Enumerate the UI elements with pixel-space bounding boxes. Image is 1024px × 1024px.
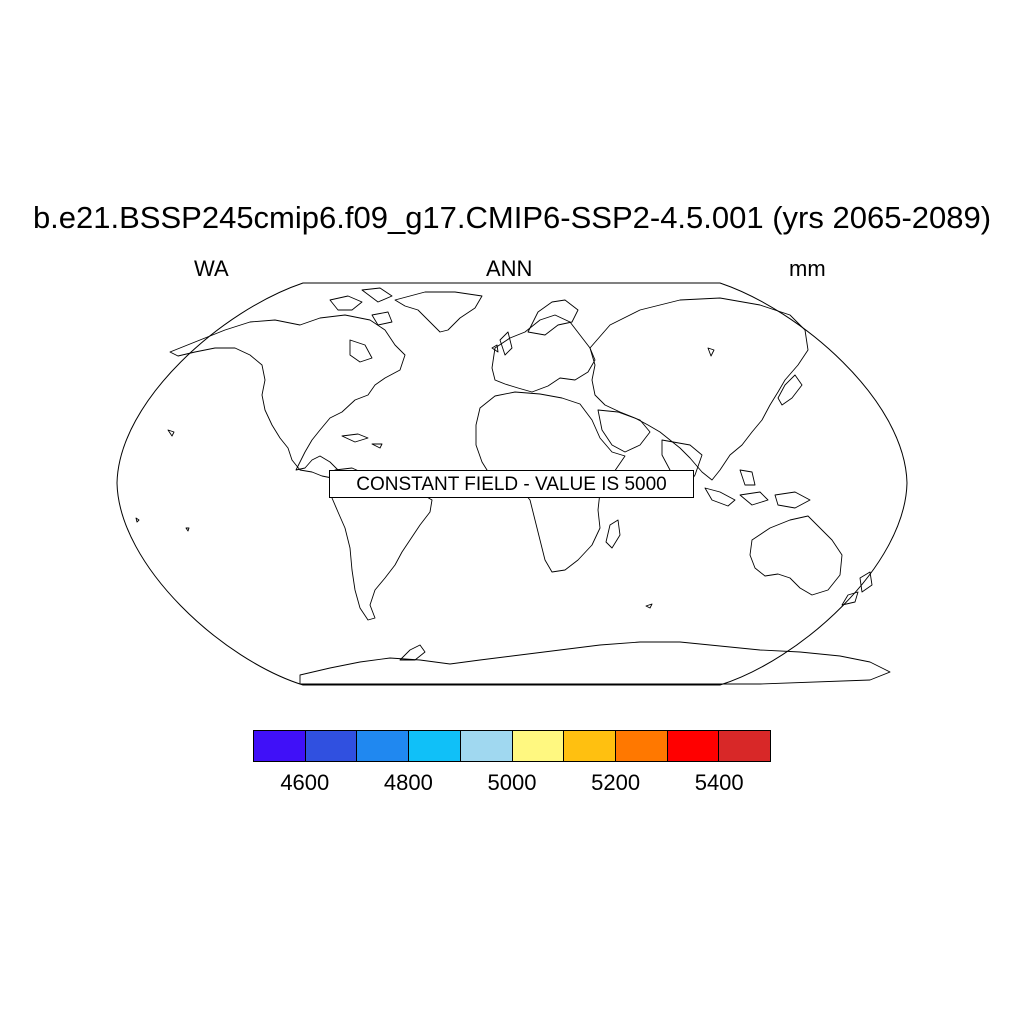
coastline-antarctica xyxy=(299,641,891,685)
colorbar-cell xyxy=(409,731,461,761)
constant-field-notice: CONSTANT FIELD - VALUE IS 5000 xyxy=(329,470,694,498)
colorbar-cell xyxy=(564,731,616,761)
coastline-antarctic-peninsula xyxy=(399,644,426,661)
coastline-arabia xyxy=(597,409,651,453)
units-label: mm xyxy=(789,256,826,281)
colorbar-cell xyxy=(305,731,358,761)
colorbar-cell xyxy=(667,731,720,761)
plot-title: b.e21.BSSP245cmip6.f09_g17.CMIP6-SSP2-4.… xyxy=(32,200,992,235)
colorbar-tick-label: 5200 xyxy=(591,770,641,795)
colorbar-cell xyxy=(460,731,513,761)
colorbar-tick-label: 4600 xyxy=(280,770,330,795)
coastline-hudson xyxy=(349,339,373,363)
coastline-new-zealand xyxy=(841,571,873,606)
coastline-arctic-islands xyxy=(329,287,393,326)
colorbar-cell xyxy=(254,731,306,761)
colorbar-cell xyxy=(719,731,771,761)
season-label: ANN xyxy=(486,256,533,281)
coastline-british-isles xyxy=(491,331,513,356)
colorbar-cell xyxy=(512,731,565,761)
coastline-caribbean xyxy=(341,433,383,449)
variable-label: WA xyxy=(194,256,229,281)
colorbar-tick-label: 4800 xyxy=(383,770,433,795)
coastline-japan xyxy=(777,374,803,406)
coastline-madagascar xyxy=(605,519,621,549)
coastline-europe xyxy=(491,314,596,393)
coastline-scandinavia xyxy=(527,299,579,336)
coastline-asia xyxy=(589,297,809,481)
coastline-indonesia xyxy=(704,469,811,509)
coastline-north-america xyxy=(169,314,406,479)
coastline-small-islands xyxy=(135,347,715,609)
colorbar-tick-label: 5400 xyxy=(694,770,744,795)
coastline-australia xyxy=(749,515,843,596)
coastline-greenland xyxy=(394,291,483,333)
colorbar xyxy=(253,730,771,762)
colorbar-cell xyxy=(357,731,410,761)
colorbar-cell xyxy=(615,731,668,761)
colorbar-tick-label: 5000 xyxy=(487,770,537,795)
